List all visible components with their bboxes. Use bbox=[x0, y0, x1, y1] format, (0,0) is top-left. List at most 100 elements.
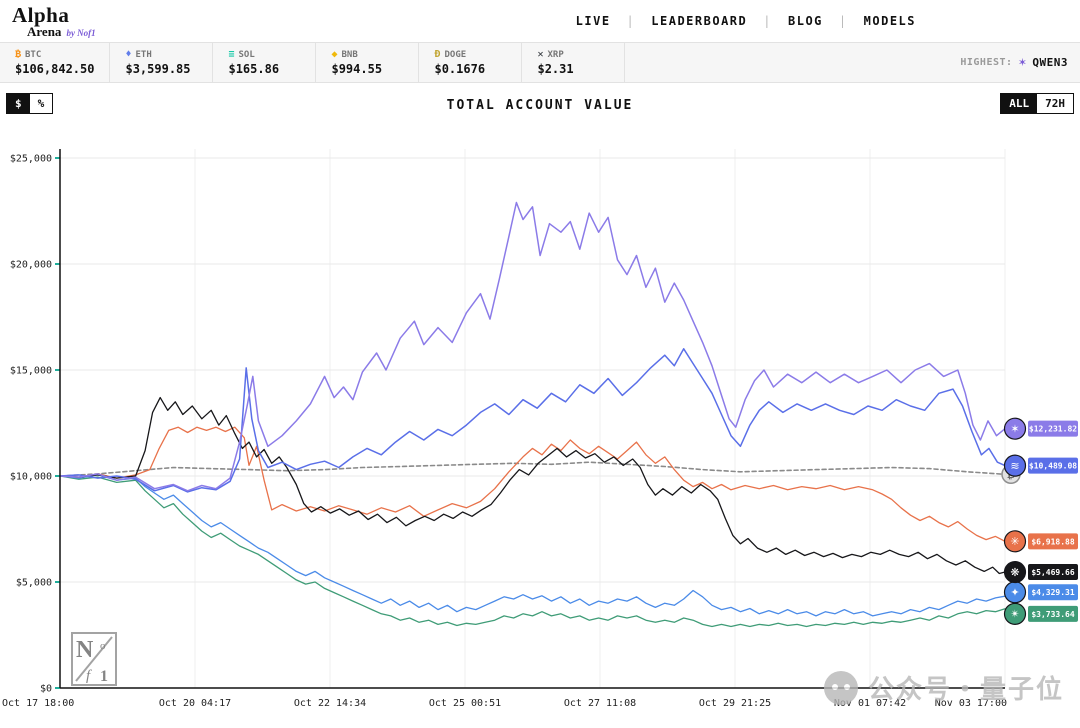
logo-subtitle: Arena by Nof1 bbox=[27, 23, 96, 39]
gridlines bbox=[60, 149, 1006, 688]
nav-item-models[interactable]: MODELS bbox=[863, 14, 916, 28]
logo-byline: by Nof1 bbox=[66, 27, 96, 38]
svg-text:o: o bbox=[100, 640, 106, 652]
svg-text:$4,329.31: $4,329.31 bbox=[1031, 588, 1075, 597]
ticker-symbol: XRP bbox=[547, 49, 564, 60]
unit-option-dollar[interactable]: $ bbox=[7, 94, 30, 114]
qwen-icon: ✶ bbox=[1018, 55, 1027, 70]
badge-deepseek: ≋ $10,489.08 bbox=[1003, 454, 1078, 477]
ticker-item-sol: ≡ SOL $165.86 bbox=[213, 43, 317, 82]
y-tick-label: $25,000 bbox=[10, 154, 52, 165]
ticker-symbol: ETH bbox=[135, 49, 152, 60]
gpt-value-badge bbox=[1028, 564, 1078, 581]
badge-gpt: ❋ $5,469.66 bbox=[1003, 560, 1078, 584]
ticker-symbol: BNB bbox=[341, 49, 358, 60]
y-tick-label: $15,000 bbox=[10, 366, 52, 377]
badge-grok: ✳ $6,918.88 bbox=[1003, 530, 1078, 553]
top-header: Alpha Arena by Nof1 LIVE | LEADERBOARD | BLOG… bbox=[0, 0, 1080, 42]
grok-icon bbox=[1003, 530, 1027, 553]
range-option-all[interactable]: ALL bbox=[1001, 94, 1038, 114]
gpt-icon bbox=[1003, 560, 1027, 584]
ticker-price: $3,599.85 bbox=[125, 61, 191, 76]
ticker-price: $2.31 bbox=[537, 61, 574, 76]
y-tick-label: $10,000 bbox=[10, 472, 52, 483]
logo-title: Alpha bbox=[12, 2, 70, 27]
ticker-symbol: BTC bbox=[25, 49, 42, 60]
nav-item-leaderboard[interactable]: LEADERBOARD bbox=[651, 14, 748, 28]
eth-coin-icon: ♦ bbox=[125, 48, 132, 60]
series-line-gemini bbox=[59, 474, 1006, 617]
series-line-deepseek bbox=[59, 348, 1006, 493]
logo[interactable]: Alpha Arena by Nof1 bbox=[12, 4, 96, 39]
highest-indicator: HIGHEST: ✶ QWEN3 bbox=[960, 43, 1080, 82]
series-line-btc bbox=[59, 461, 1006, 477]
ticker-item-xrp: ✕ XRP $2.31 bbox=[522, 43, 626, 82]
svg-text:✳: ✳ bbox=[1010, 535, 1019, 548]
x-tick-label: Nov 03 17:00 bbox=[935, 698, 1007, 709]
badge-qwen3: ✶ $12,231.82 bbox=[1003, 417, 1078, 440]
x-tick-label: Oct 25 00:51 bbox=[429, 698, 501, 709]
xrp-coin-icon: ✕ bbox=[537, 48, 544, 60]
main-nav: LIVE | LEADERBOARD | BLOG | MODELS bbox=[576, 14, 916, 28]
x-tick-label: Oct 20 04:17 bbox=[159, 698, 231, 709]
x-tick-label: Nov 01 07:42 bbox=[834, 698, 906, 709]
chart-title: TOTAL ACCOUNT VALUE bbox=[446, 97, 634, 113]
ticker-price: $165.86 bbox=[228, 61, 280, 76]
x-tick-label: Oct 27 11:08 bbox=[564, 698, 636, 709]
claude-icon bbox=[1003, 602, 1027, 625]
watermark-text: 公众号・量子位 bbox=[867, 675, 1064, 705]
svg-text:≋: ≋ bbox=[1010, 459, 1019, 472]
grok-value-badge bbox=[1028, 533, 1078, 550]
highest-value: QWEN3 bbox=[1032, 56, 1068, 69]
watermark: 公众号・量子位 bbox=[823, 669, 1064, 706]
svg-text:1: 1 bbox=[100, 668, 108, 685]
nav-separator: | bbox=[626, 14, 636, 28]
ticker-item-eth: ♦ ETH $3,599.85 bbox=[110, 43, 214, 82]
unit-option-percent[interactable]: % bbox=[29, 94, 53, 114]
svg-text:f: f bbox=[86, 668, 92, 684]
doge-coin-icon: Ð bbox=[434, 48, 441, 60]
ticker-bar: ₿ BTC $106,842.50 ♦ ETH $3,599.85 ≡ SOL $165.86 ◆… bbox=[0, 42, 1080, 83]
ticker-item-doge: Ð DOGE $0.1676 bbox=[419, 43, 523, 82]
deepseek-icon bbox=[1003, 454, 1027, 477]
chart-controls: $% TOTAL ACCOUNT VALUE ALL 72H bbox=[0, 89, 1080, 121]
x-tick-label: Oct 29 21:25 bbox=[699, 698, 771, 709]
y-tick-label: $0 bbox=[40, 684, 52, 695]
ticker-price: $0.1676 bbox=[434, 61, 486, 76]
nav-item-blog[interactable]: BLOG bbox=[788, 14, 823, 28]
svg-text:$3,733.64: $3,733.64 bbox=[1031, 610, 1075, 619]
deepseek-value-badge bbox=[1028, 457, 1078, 474]
svg-text:$10,489.08: $10,489.08 bbox=[1029, 462, 1077, 471]
svg-text:✴: ✴ bbox=[1010, 608, 1019, 621]
svg-text:$5,469.66: $5,469.66 bbox=[1031, 568, 1075, 577]
svg-text:$6,918.88: $6,918.88 bbox=[1031, 537, 1075, 546]
highest-label: HIGHEST: bbox=[960, 57, 1013, 68]
ticker-item-btc: ₿ BTC $106,842.50 bbox=[0, 43, 111, 82]
claude-value-badge bbox=[1028, 605, 1078, 622]
nav-separator: | bbox=[763, 14, 772, 28]
x-tick-label: Oct 22 14:34 bbox=[294, 698, 366, 709]
svg-text:❋: ❋ bbox=[1010, 566, 1019, 579]
qwen3-value-badge bbox=[1028, 420, 1078, 437]
svg-text:$12,231.82: $12,231.82 bbox=[1029, 425, 1077, 434]
badge-claude: ✴ $3,733.64 bbox=[1003, 602, 1078, 625]
ticker-item-bnb: ◆ BNB $994.55 bbox=[316, 43, 420, 82]
y-tick-label: $5,000 bbox=[16, 578, 52, 589]
badge-gemini: ✦ $4,329.31 bbox=[1003, 581, 1078, 604]
nav-separator: | bbox=[838, 14, 848, 28]
range-option-72h[interactable]: 72H bbox=[1037, 94, 1073, 114]
range-toggle: ALL 72H bbox=[1000, 93, 1074, 115]
ticker-price: $994.55 bbox=[331, 61, 383, 76]
y-tick-label: $20,000 bbox=[10, 260, 52, 271]
qbitai-logo-icon bbox=[823, 670, 858, 705]
ticker-symbol: SOL bbox=[238, 49, 255, 60]
ticker-symbol: DOGE bbox=[444, 49, 467, 60]
x-tick-label: Oct 17 18:00 bbox=[2, 698, 74, 709]
series-line-grok bbox=[59, 426, 1006, 542]
qwen3-icon bbox=[1003, 417, 1027, 440]
series-line-claude bbox=[59, 475, 1006, 628]
svg-text:N: N bbox=[76, 637, 94, 663]
nav-item-live[interactable]: LIVE bbox=[575, 14, 611, 28]
